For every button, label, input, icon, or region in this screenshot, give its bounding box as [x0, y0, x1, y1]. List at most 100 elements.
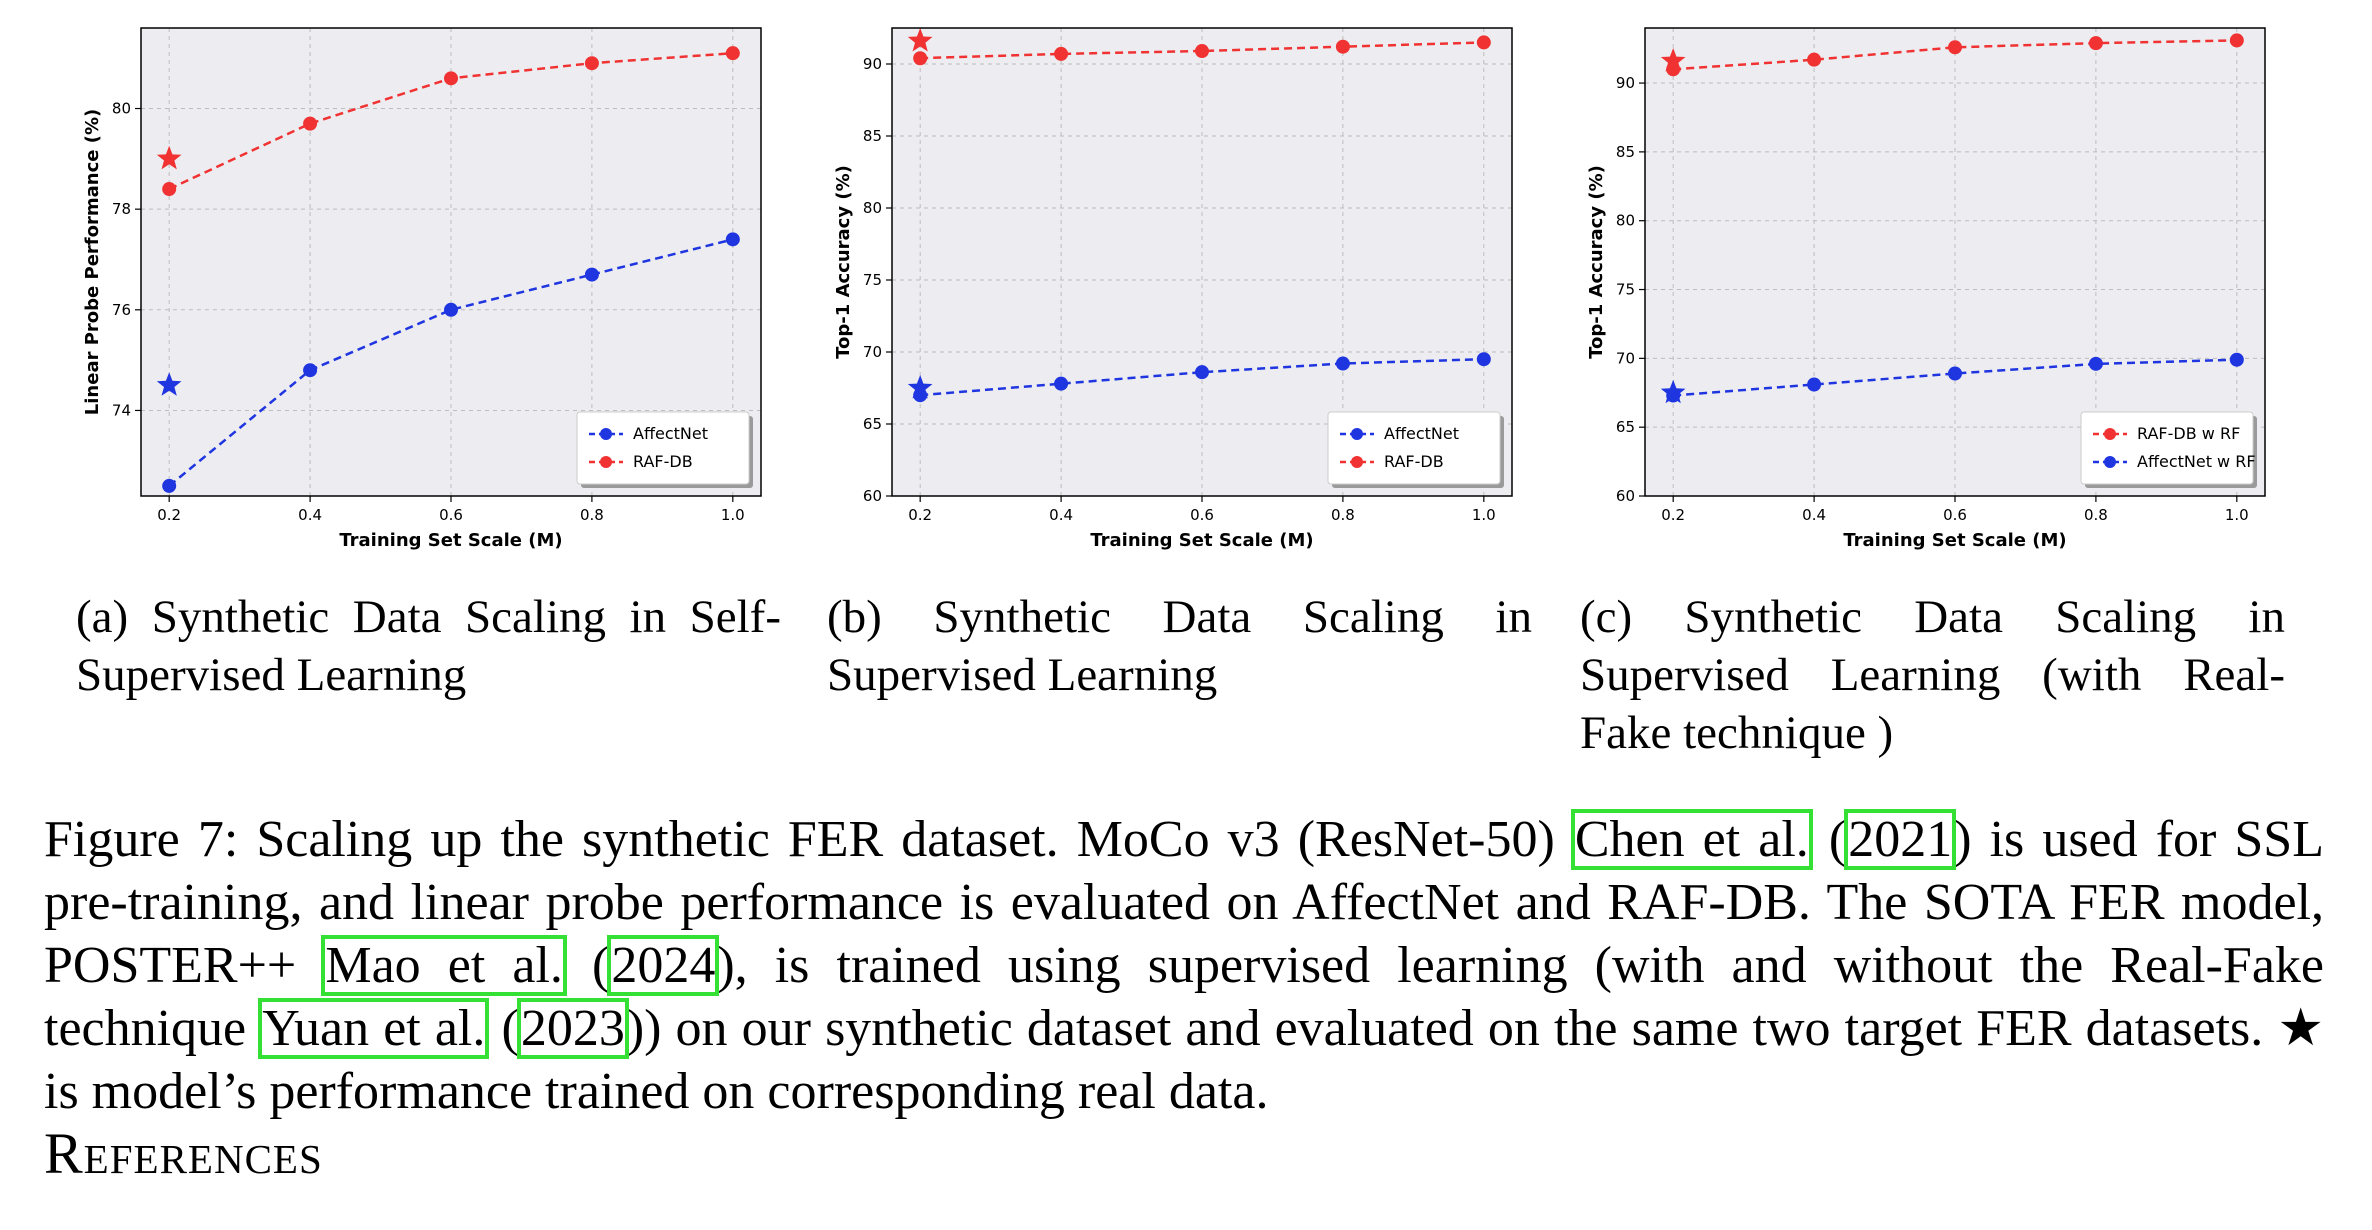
chart-panel-b: 0.2 0.4 0.6 0.8 1.0 60 65 70 75 80 85 90 Training Se…: [827, 8, 1532, 568]
references-heading: References: [44, 1121, 323, 1186]
data-point: [913, 51, 928, 66]
real-data-star-marker: [907, 375, 933, 399]
caption-text: (: [1810, 811, 1847, 868]
data-point: [1807, 52, 1822, 67]
x-tick-label: 0.8: [1331, 506, 1355, 524]
data-point: [584, 267, 599, 282]
data-point: [1807, 377, 1822, 392]
data-point: [1476, 352, 1491, 367]
y-tick-label: 80: [863, 199, 882, 217]
y-tick-label: 65: [1616, 418, 1635, 436]
data-point: [1054, 46, 1069, 61]
legend-box: [576, 411, 750, 485]
y-tick-label: 76: [112, 301, 131, 319]
y-tick-label: 90: [863, 55, 882, 73]
legend-box: [2080, 411, 2254, 485]
series-line: [1673, 39, 2237, 71]
chart-panel-a: 0.2 0.4 0.6 0.8 1.0 74 76 78 80 Training Set Scal…: [76, 8, 781, 568]
data-point: [444, 71, 458, 86]
data-point: [2088, 356, 2103, 371]
x-tick-label: 0.6: [1943, 506, 1967, 524]
series-line: [168, 238, 734, 487]
legend-label: AffectNet: [633, 424, 708, 443]
data-point: [1195, 44, 1209, 59]
y-tick-label: 85: [863, 127, 882, 145]
legend-box: [1327, 411, 1501, 485]
real-data-star-marker: [156, 145, 182, 170]
data-point: [444, 302, 458, 317]
data-point: [725, 232, 740, 247]
y-tick-label: 90: [1616, 74, 1635, 92]
x-tick-label: 0.2: [157, 506, 181, 524]
caption-text: ), is trained using supervised learning …: [44, 937, 2324, 1057]
real-data-star-marker: [907, 28, 933, 52]
data-point: [725, 46, 740, 61]
y-tick-label: 65: [863, 415, 882, 433]
legend-label: RAF-DB: [633, 452, 693, 471]
legend-marker: [1351, 428, 1363, 440]
data-point: [1335, 39, 1350, 54]
real-data-star-marker: [156, 372, 182, 396]
x-tick-label: 1.0: [721, 506, 745, 524]
citation-link-yuan[interactable]: Yuan et al.: [258, 998, 490, 1059]
data-point: [2229, 352, 2244, 367]
caption-text: )) on our synthetic dataset and evaluate…: [44, 1000, 2324, 1120]
caption-text: ) is used for SSL pre-training, and line…: [44, 811, 2324, 994]
subcaption-b: (b) Synthetic Data Scaling in Supervised…: [827, 591, 1532, 701]
legend-marker: [1351, 456, 1363, 468]
y-tick-label: 70: [1616, 349, 1635, 367]
data-point: [2229, 33, 2244, 48]
series-line: [920, 357, 1484, 397]
data-point: [1948, 40, 1962, 55]
y-tick-label: 80: [112, 100, 131, 118]
x-tick-label: 0.4: [298, 506, 322, 524]
data-point: [1948, 366, 1962, 381]
x-axis-label: Training Set Scale (M): [339, 530, 562, 551]
legend-label: RAF-DB w RF: [2137, 424, 2240, 443]
y-tick-label: 78: [112, 200, 131, 218]
y-tick-label: 85: [1616, 143, 1635, 161]
caption-text: (: [487, 1000, 519, 1057]
subcaption-c: (c) Synthetic Data Scaling in Supervised…: [1580, 591, 2285, 759]
data-point: [1335, 356, 1350, 371]
data-point: [2088, 36, 2103, 51]
series-line: [1673, 358, 2237, 397]
y-axis-label: Top-1 Accuracy (%): [1586, 165, 1607, 359]
y-tick-label: 80: [1616, 212, 1635, 230]
legend-marker: [600, 428, 612, 440]
legend-label: AffectNet w RF: [2137, 452, 2256, 471]
series-line: [920, 41, 1484, 60]
subcaption-a: (a) Synthetic Data Scaling in Self-Super…: [76, 591, 781, 701]
caption-text: Figure 7: Scaling up the synthetic FER d…: [44, 811, 1573, 868]
legend-marker: [2104, 456, 2116, 468]
legend-label: AffectNet: [1384, 424, 1459, 443]
caption-text: (: [564, 937, 610, 994]
y-axis-label: Top-1 Accuracy (%): [833, 165, 854, 359]
citation-year-link-2023[interactable]: 2023: [516, 998, 629, 1059]
legend-label: RAF-DB: [1384, 452, 1444, 471]
real-data-star-marker: [1660, 379, 1686, 404]
y-tick-label: 60: [863, 487, 882, 505]
citation-link-mao[interactable]: Mao et al.: [321, 935, 567, 996]
citation-year-link-2024[interactable]: 2024: [607, 935, 720, 996]
citation-year-link-2021[interactable]: 2021: [1844, 809, 1957, 870]
x-tick-label: 0.6: [1190, 506, 1214, 524]
data-point: [303, 116, 318, 131]
x-tick-label: 0.4: [1049, 506, 1073, 524]
real-data-star-marker: [1660, 48, 1686, 72]
x-tick-label: 1.0: [2225, 506, 2249, 524]
y-tick-label: 70: [863, 343, 882, 361]
x-tick-label: 1.0: [1472, 506, 1496, 524]
x-axis-label: Training Set Scale (M): [1090, 530, 1313, 551]
legend-marker: [2104, 428, 2116, 440]
data-point: [162, 182, 177, 197]
y-axis-label: Linear Probe Performance (%): [82, 109, 103, 415]
data-point: [1195, 365, 1209, 380]
y-tick-label: 74: [112, 401, 131, 419]
citation-link-chen[interactable]: Chen et al.: [1570, 809, 1813, 870]
x-axis-label: Training Set Scale (M): [1843, 530, 2066, 551]
data-point: [162, 478, 177, 493]
y-tick-label: 75: [863, 271, 882, 289]
chart-a: 0.2 0.4 0.6 0.8 1.0 74 76 78 80 Training Set Scal…: [82, 27, 762, 551]
data-point: [303, 363, 318, 378]
